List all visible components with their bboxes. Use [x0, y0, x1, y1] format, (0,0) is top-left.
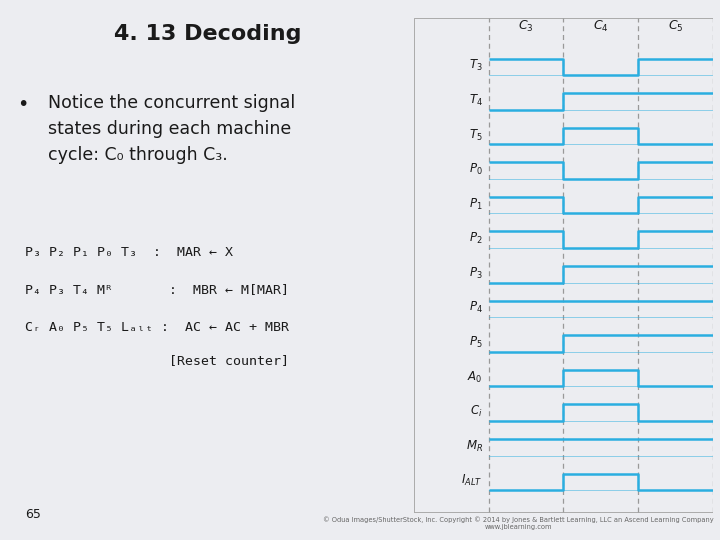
Text: Notice the concurrent signal
states during each machine
cycle: C₀ through C₃.: Notice the concurrent signal states duri… — [48, 94, 295, 164]
Text: $M_R$: $M_R$ — [466, 438, 482, 454]
Text: [Reset counter]: [Reset counter] — [25, 354, 289, 367]
Text: $T_5$: $T_5$ — [469, 127, 482, 143]
Text: $P_1$: $P_1$ — [469, 197, 482, 212]
Text: $P_0$: $P_0$ — [469, 162, 482, 177]
Text: $A_0$: $A_0$ — [467, 369, 482, 384]
Text: P₄ P₃ T₄ Mᴿ       :  MBR ← M[MAR]: P₄ P₃ T₄ Mᴿ : MBR ← M[MAR] — [25, 284, 289, 296]
Text: $P_5$: $P_5$ — [469, 335, 482, 350]
Text: $C_i$: $C_i$ — [470, 404, 482, 419]
Text: •: • — [17, 94, 28, 113]
Text: $C_5$: $C_5$ — [667, 19, 683, 34]
Text: $T_3$: $T_3$ — [469, 58, 482, 73]
Text: $T_4$: $T_4$ — [469, 93, 482, 108]
Text: $C_4$: $C_4$ — [593, 19, 608, 34]
Text: Cᵣ A₀ P₅ T₅ Lₐₗₜ :  AC ← AC + MBR: Cᵣ A₀ P₅ T₅ Lₐₗₜ : AC ← AC + MBR — [25, 321, 289, 334]
Text: $P_3$: $P_3$ — [469, 266, 482, 281]
Text: $P_4$: $P_4$ — [469, 300, 482, 315]
Text: 4. 13 Decoding: 4. 13 Decoding — [114, 24, 302, 44]
Text: $P_2$: $P_2$ — [469, 231, 482, 246]
Text: $I_{ALT}$: $I_{ALT}$ — [462, 473, 482, 488]
Text: $C_3$: $C_3$ — [518, 19, 534, 34]
Text: 65: 65 — [25, 508, 41, 521]
Text: P₃ P₂ P₁ P₀ T₃  :  MAR ← X: P₃ P₂ P₁ P₀ T₃ : MAR ← X — [25, 246, 233, 259]
Text: © Odua Images/ShutterStock, Inc. Copyright © 2014 by Jones & Bartlett Learning, : © Odua Images/ShutterStock, Inc. Copyrig… — [323, 517, 714, 530]
